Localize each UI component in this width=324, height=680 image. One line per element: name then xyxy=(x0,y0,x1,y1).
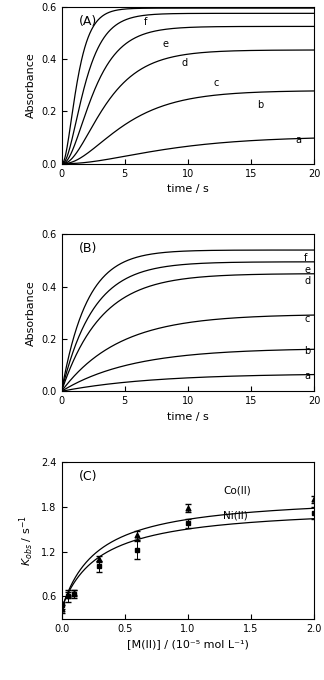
Y-axis label: Absorbance: Absorbance xyxy=(26,280,36,345)
Text: (B): (B) xyxy=(79,242,98,255)
Text: f: f xyxy=(304,253,307,263)
Text: e: e xyxy=(163,39,169,49)
Text: b: b xyxy=(304,345,310,356)
Text: c: c xyxy=(213,78,219,88)
X-axis label: [M(II)] / (10⁻⁵ mol L⁻¹): [M(II)] / (10⁻⁵ mol L⁻¹) xyxy=(127,639,249,649)
X-axis label: time / s: time / s xyxy=(167,184,209,194)
Y-axis label: Absorbance: Absorbance xyxy=(26,52,36,118)
Text: a: a xyxy=(295,135,301,146)
Text: b: b xyxy=(257,100,264,110)
Text: c: c xyxy=(304,313,309,324)
X-axis label: time / s: time / s xyxy=(167,411,209,422)
Text: e: e xyxy=(304,265,310,275)
Text: d: d xyxy=(304,276,310,286)
Text: f: f xyxy=(144,17,147,27)
Text: a: a xyxy=(304,371,310,381)
Text: (A): (A) xyxy=(79,15,98,28)
Y-axis label: $K_{obs}$ / s$^{-1}$: $K_{obs}$ / s$^{-1}$ xyxy=(17,515,36,566)
Text: Co(II): Co(II) xyxy=(223,486,251,495)
Text: d: d xyxy=(181,58,188,68)
Text: Ni(II): Ni(II) xyxy=(223,511,248,521)
Text: (C): (C) xyxy=(79,470,98,483)
